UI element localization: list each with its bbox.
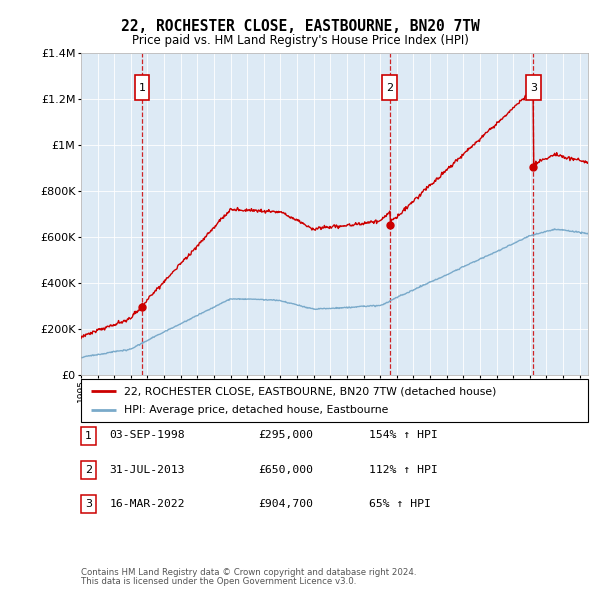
Text: £904,700: £904,700 (258, 499, 313, 509)
Text: 16-MAR-2022: 16-MAR-2022 (109, 499, 185, 509)
FancyBboxPatch shape (80, 427, 96, 445)
Text: £295,000: £295,000 (258, 431, 313, 440)
Text: 2: 2 (386, 83, 394, 93)
Text: This data is licensed under the Open Government Licence v3.0.: This data is licensed under the Open Gov… (81, 578, 356, 586)
Text: 65% ↑ HPI: 65% ↑ HPI (369, 499, 431, 509)
FancyBboxPatch shape (134, 75, 149, 100)
Text: 31-JUL-2013: 31-JUL-2013 (109, 465, 185, 474)
Text: 03-SEP-1998: 03-SEP-1998 (109, 431, 185, 440)
Text: 2: 2 (85, 466, 92, 475)
Text: 3: 3 (530, 83, 537, 93)
Text: 1: 1 (139, 83, 146, 93)
Text: 22, ROCHESTER CLOSE, EASTBOURNE, BN20 7TW (detached house): 22, ROCHESTER CLOSE, EASTBOURNE, BN20 7T… (124, 386, 496, 396)
Text: 112% ↑ HPI: 112% ↑ HPI (369, 465, 438, 474)
Text: HPI: Average price, detached house, Eastbourne: HPI: Average price, detached house, East… (124, 405, 388, 415)
Text: 1: 1 (85, 431, 92, 441)
FancyBboxPatch shape (80, 461, 96, 479)
Text: 22, ROCHESTER CLOSE, EASTBOURNE, BN20 7TW: 22, ROCHESTER CLOSE, EASTBOURNE, BN20 7T… (121, 19, 479, 34)
FancyBboxPatch shape (382, 75, 397, 100)
Text: Contains HM Land Registry data © Crown copyright and database right 2024.: Contains HM Land Registry data © Crown c… (81, 568, 416, 577)
FancyBboxPatch shape (526, 75, 541, 100)
Text: £650,000: £650,000 (258, 465, 313, 474)
Text: Price paid vs. HM Land Registry's House Price Index (HPI): Price paid vs. HM Land Registry's House … (131, 34, 469, 47)
Text: 154% ↑ HPI: 154% ↑ HPI (369, 431, 438, 440)
FancyBboxPatch shape (80, 496, 96, 513)
Text: 3: 3 (85, 500, 92, 509)
